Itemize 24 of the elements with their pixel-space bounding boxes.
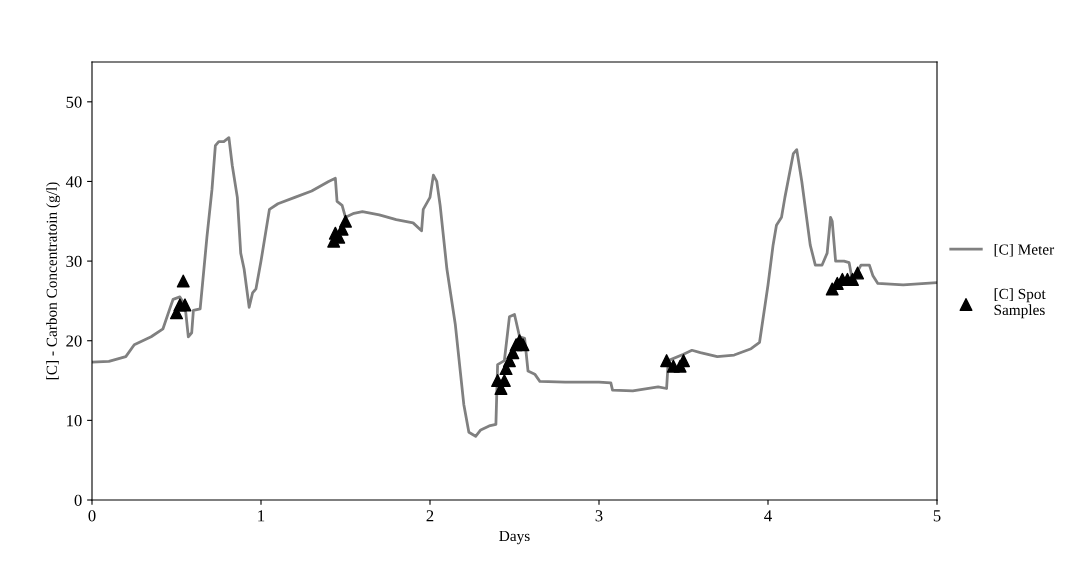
y-tick-label: 40	[65, 176, 82, 188]
x-tick-label: 1	[258, 510, 265, 522]
x-axis-title: Days	[499, 530, 530, 545]
x-tick-label: 3	[595, 510, 603, 522]
x-tick-label: 0	[88, 510, 96, 522]
y-tick-label: 0	[74, 494, 82, 506]
point	[176, 274, 190, 288]
y-axis-title: [C] - Carbon Concentratoin (g/l)	[46, 182, 61, 380]
point	[676, 354, 691, 368]
point	[660, 354, 674, 368]
x-tick-label: 4	[764, 510, 772, 522]
y-tick-label: 50	[66, 96, 82, 108]
y-tick-label: 20	[66, 335, 82, 347]
point	[851, 266, 865, 280]
point	[338, 214, 353, 228]
line-series	[92, 136, 937, 438]
x-tick-label: 5	[933, 510, 941, 522]
y-tick-label: 30	[66, 255, 82, 268]
x-tick-label: 2	[426, 510, 434, 522]
point	[516, 338, 530, 352]
point	[178, 298, 192, 312]
legend-label: [C] Meter	[994, 243, 1055, 257]
y-tick-label: 10	[67, 415, 82, 427]
legend-label: [C] Spot Samples	[994, 288, 1046, 319]
